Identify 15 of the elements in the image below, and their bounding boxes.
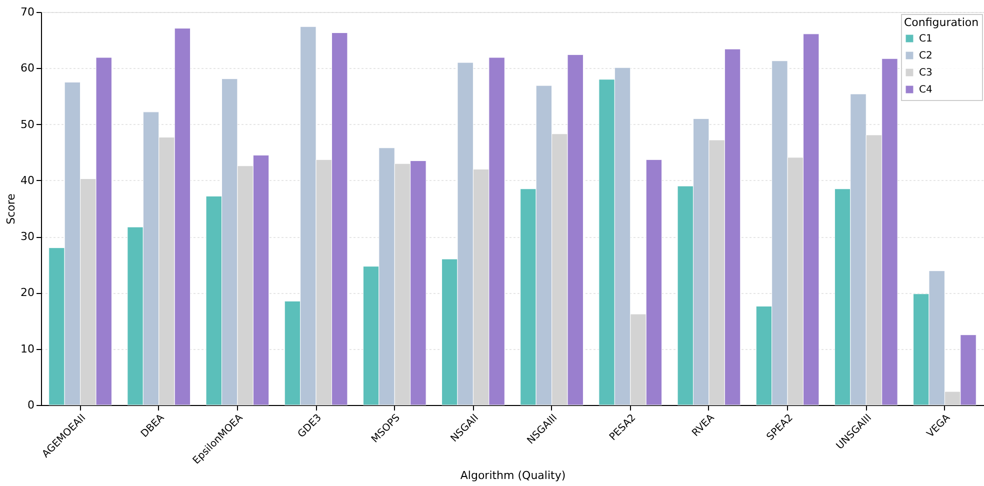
- y-tick-label: 60: [20, 62, 34, 75]
- legend-label: C4: [919, 84, 932, 96]
- y-tick-label: 50: [20, 118, 34, 131]
- legend-title: Configuration: [904, 16, 979, 29]
- y-tick-label: 40: [20, 174, 34, 187]
- y-tick-label: 10: [20, 342, 34, 356]
- legend-label: C1: [919, 34, 932, 44]
- y-tick-label: 0: [28, 398, 34, 412]
- y-tick-label: 20: [20, 286, 34, 300]
- legend-label: C2: [919, 50, 932, 62]
- y-axis-title: Score: [4, 193, 18, 224]
- x-axis-title: Algorithm (Quality): [460, 468, 566, 482]
- y-tick-label: 30: [20, 230, 34, 244]
- legend-label: C3: [919, 68, 932, 78]
- y-tick-label: 70: [20, 6, 34, 18]
